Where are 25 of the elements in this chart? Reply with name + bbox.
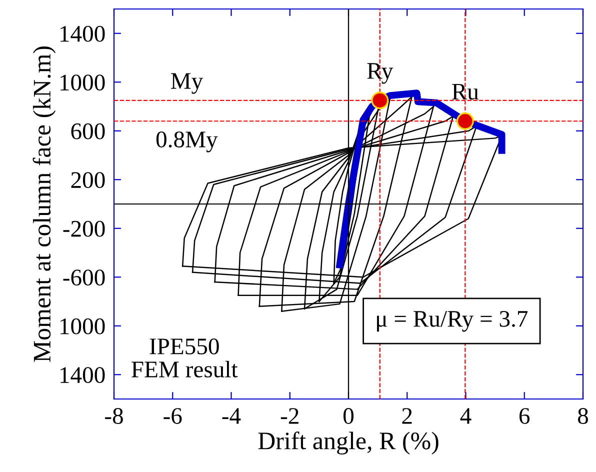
- x-tick-label: -6: [164, 408, 182, 424]
- annotation: μ = Ru/Ry = 3.7: [377, 310, 528, 332]
- y-tick-label: -600: [63, 270, 105, 286]
- annotation: My: [170, 73, 203, 94]
- annotation: IPE550 FEM result: [132, 338, 238, 378]
- x-tick-label: 0: [343, 408, 354, 424]
- y-axis-title: Moment at column face (kN.m): [32, 46, 56, 362]
- x-tick-label: 2: [402, 408, 412, 424]
- x-tick-label: -4: [222, 408, 241, 424]
- x-tick-label: 8: [578, 408, 588, 424]
- y-tick-label: 600: [71, 123, 105, 140]
- x-tick-label: -8: [105, 408, 123, 424]
- y-tick-label: 1000: [60, 74, 105, 91]
- annotation: 0.8My: [156, 132, 218, 152]
- y-tick-label: 200: [71, 172, 105, 188]
- y-tick-label: 1400: [60, 367, 105, 384]
- y-tick-label: 1000: [60, 318, 105, 334]
- x-tick-label: 4: [460, 408, 472, 424]
- y-tick-label: -200: [63, 220, 105, 237]
- y-tick-label: 1400: [60, 26, 105, 42]
- annotation: Ry: [367, 63, 394, 84]
- annotation: Ru: [452, 84, 479, 100]
- x-axis-title: Drift angle, R (%): [258, 432, 438, 455]
- x-tick-label: 6: [519, 408, 530, 424]
- x-tick-label: -2: [280, 408, 298, 424]
